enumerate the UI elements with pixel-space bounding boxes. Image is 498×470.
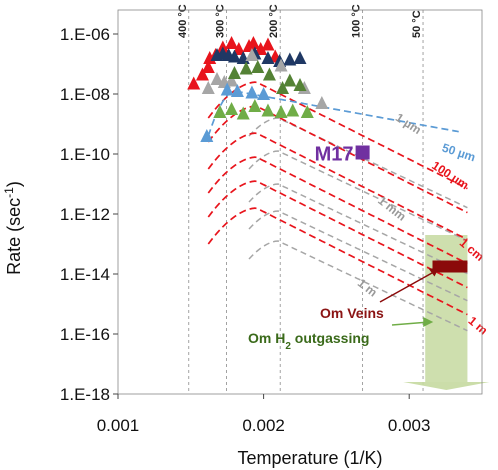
- data-point: [274, 105, 288, 118]
- data-point: [276, 81, 290, 94]
- data-point: [213, 105, 227, 118]
- outgassing-arrowhead: [403, 382, 490, 390]
- om-h2-arrowhead: [423, 317, 434, 327]
- y-axis-label-tail: ): [4, 181, 24, 187]
- y-tick-label: 1.E-10: [60, 145, 110, 164]
- data-point: [300, 105, 314, 118]
- data-point: [261, 103, 275, 117]
- data-point: [236, 106, 250, 120]
- y-axis-label-main: Rate (sec: [4, 198, 24, 275]
- data-point: [187, 76, 201, 90]
- data-point: [220, 82, 234, 96]
- plot-frame: [117, 9, 483, 395]
- temperature-label: 50 °C: [411, 10, 423, 38]
- data-point: [262, 67, 276, 81]
- data-point: [293, 51, 307, 64]
- data-point: [274, 58, 288, 72]
- m17-marker: [355, 145, 370, 160]
- gray-model-curve: [248, 210, 468, 302]
- om-veins-bar: [432, 260, 468, 273]
- x-tick-label: 0.002: [242, 416, 285, 435]
- om-veins-arrowhead: [428, 268, 439, 277]
- data-point: [257, 87, 271, 100]
- model-curves: 100 µm1 cm1 m1 µm1 mm1 m50 µm: [207, 81, 490, 338]
- data-point: [225, 36, 239, 49]
- data-point: [230, 84, 244, 97]
- temperature-guides: 400 °C 300 °C 200 °C 100 °C 50 °C: [177, 4, 424, 394]
- data-point: [225, 102, 239, 115]
- y-axis-label: Rate (sec-1): [2, 181, 24, 275]
- data-point: [261, 51, 275, 64]
- data-point: [227, 66, 241, 79]
- red-model-curve: [207, 156, 468, 265]
- data-point: [293, 78, 307, 91]
- data-point: [245, 48, 259, 61]
- gray-model-curve: [248, 183, 468, 275]
- om-veins-label: Om Veins: [320, 305, 384, 321]
- data-point: [286, 103, 300, 117]
- data-point: [245, 85, 259, 99]
- data-point: [261, 37, 275, 51]
- y-tick-label: 1.E-14: [60, 265, 110, 284]
- m17-label: M17: [315, 144, 354, 166]
- data-point: [251, 60, 265, 73]
- red-model-curve: [207, 132, 468, 241]
- temperature-label: 400 °C: [177, 4, 189, 38]
- data-point: [315, 96, 329, 109]
- data-point: [283, 73, 297, 87]
- data-point: [248, 99, 262, 112]
- x-axis-label: Temperature (1/K): [237, 448, 382, 468]
- x-tick-label: 0.003: [388, 416, 431, 435]
- data-point: [239, 61, 253, 75]
- data-point: [227, 49, 241, 63]
- temperature-label: 100 °C: [351, 4, 363, 38]
- om-h2-label: Om H2 outgassing: [248, 330, 369, 352]
- y-tick-label: 1.E-08: [60, 85, 110, 104]
- temperature-label: 200 °C: [268, 4, 280, 38]
- y-tick-label: 1.E-16: [60, 325, 110, 344]
- data-point: [200, 129, 214, 142]
- data-points: [187, 36, 329, 142]
- gray-model-curve: [248, 240, 468, 332]
- data-point: [210, 72, 224, 85]
- om-veins-arrow: [379, 269, 437, 303]
- annotations: M17 Om Veins Om H2 outgassing: [248, 144, 468, 352]
- x-tick-label: 0.001: [97, 416, 140, 435]
- data-point: [283, 52, 297, 66]
- y-axis-label-sup: -1: [2, 187, 16, 198]
- y-tick-label: 1.E-06: [60, 25, 110, 44]
- axis-ticks: 1.E-06 1.E-08 1.E-10 1.E-12 1.E-14 1.E-16 1.E-…: [60, 25, 431, 435]
- y-tick-label: 1.E-18: [60, 385, 110, 404]
- data-point: [225, 73, 239, 87]
- data-point: [246, 36, 260, 49]
- y-tick-label: 1.E-12: [60, 205, 110, 224]
- red-model-curve: [207, 180, 468, 289]
- red-model-curve: [207, 207, 468, 316]
- data-point: [201, 60, 215, 73]
- red-model-curve: [207, 81, 468, 190]
- temperature-label: 300 °C: [214, 4, 226, 38]
- om-h2-arrow: [391, 321, 430, 326]
- gray-model-curve: [248, 150, 468, 242]
- data-point: [201, 81, 215, 94]
- data-point: [195, 67, 209, 81]
